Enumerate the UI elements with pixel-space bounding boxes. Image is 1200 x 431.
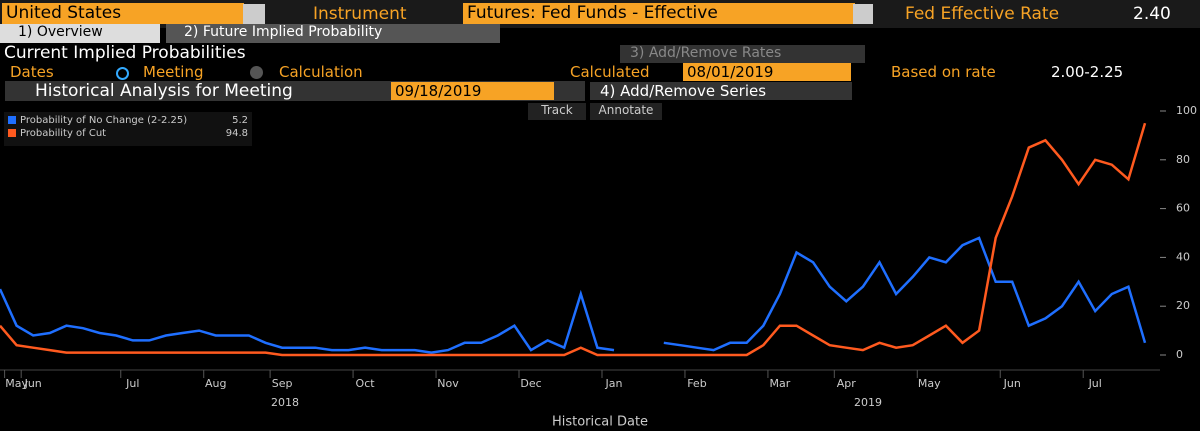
rate: 2.40 — [1133, 4, 1171, 24]
x-tick-label: Oct — [356, 377, 376, 390]
x-tick-label: Nov — [437, 377, 459, 390]
dropdown[interactable] — [853, 4, 873, 24]
x-tick-label: Jan — [605, 377, 623, 390]
label: Historical Analysis for Meeting — [35, 81, 293, 101]
legend-swatch — [8, 116, 16, 124]
legend-value: 94.8 — [226, 128, 248, 139]
label: Instrument — [313, 4, 407, 24]
x-tick-label: Dec — [520, 377, 541, 390]
legend-entry: Probability of No Change (2-2.25) — [20, 115, 187, 126]
label: Meeting — [143, 63, 204, 81]
label: Fed Effective Rate — [905, 4, 1060, 24]
y-tick-label: 60 — [1176, 202, 1190, 215]
button[interactable]: Annotate — [590, 103, 662, 120]
value: 2.00-2.25 — [1051, 63, 1124, 81]
line-series — [0, 236, 1147, 354]
legend-swatch — [8, 129, 16, 137]
x-axis-title: Historical Date — [552, 415, 648, 430]
y-tick-label: 80 — [1176, 153, 1190, 166]
y-tick-label: 20 — [1176, 299, 1190, 312]
button[interactable]: 3) Add/Remove Rates — [620, 45, 865, 63]
x-tick-label: Mar — [770, 377, 791, 390]
x-tick-label: May — [5, 377, 28, 390]
legend — [4, 112, 252, 146]
instrument-select[interactable]: Futures: Fed Funds - Effective — [463, 3, 855, 24]
legend-entry: Probability of Cut — [20, 128, 106, 139]
x-tick-label: Feb — [687, 377, 706, 390]
label: Based on rate — [891, 63, 996, 81]
year-label: 2018 — [271, 396, 299, 409]
date-input[interactable]: 08/01/2019 — [683, 63, 851, 81]
radio[interactable] — [116, 67, 129, 80]
country-select[interactable]: United States — [2, 3, 244, 24]
year-label: 2019 — [854, 396, 882, 409]
chart: Historical Date 2018 2019 0 20 40 60 80 100 Ma… — [0, 104, 1197, 430]
x-tick-label: Jul — [1088, 377, 1102, 390]
x-tick-label: Sep — [272, 377, 293, 390]
tab[interactable]: 1) Overview — [0, 24, 160, 43]
line-series — [0, 122, 1147, 357]
date-input[interactable]: 09/18/2019 — [391, 82, 554, 100]
x-tick-label: Jun — [24, 377, 42, 390]
dropdown[interactable] — [243, 4, 265, 24]
label: Calculation — [279, 63, 363, 81]
button[interactable]: 4) Add/Remove Series — [590, 82, 852, 100]
x-tick-label: May — [918, 377, 941, 390]
y-tick-label: 0 — [1176, 348, 1183, 361]
tab[interactable]: 2) Future Implied Probability — [166, 24, 500, 43]
legend-value: 5.2 — [232, 115, 248, 126]
label: Calculated — [570, 63, 650, 81]
x-tick-label: Apr — [837, 377, 857, 390]
x-tick-label: Jul — [125, 377, 139, 390]
x-tick-label: Jun — [1003, 377, 1021, 390]
x-tick-label: Aug — [205, 377, 226, 390]
button[interactable]: Track — [528, 103, 586, 120]
y-tick-label: 100 — [1176, 104, 1197, 117]
label: Dates — [10, 63, 54, 81]
panel-title: Current Implied Probabilities — [4, 43, 246, 63]
y-tick-label: 40 — [1176, 250, 1190, 263]
radio[interactable] — [250, 66, 263, 79]
